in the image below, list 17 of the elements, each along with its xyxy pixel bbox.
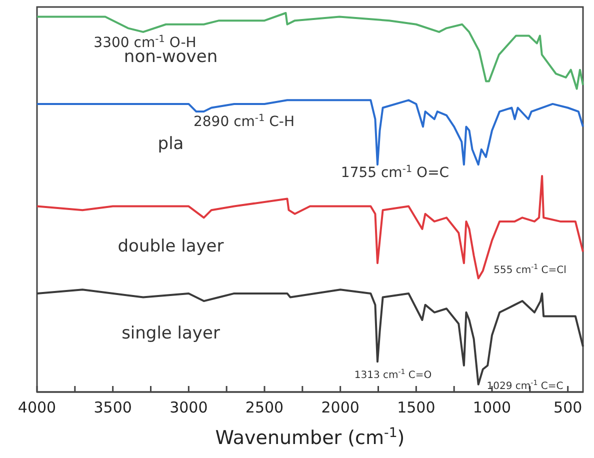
x-tick-label: 3000 xyxy=(170,398,208,417)
annotation: 1313 cm$^{-1}$ C=O xyxy=(354,368,432,381)
x-tick-label: 1000 xyxy=(472,398,512,417)
x-tick-label: 2500 xyxy=(245,398,284,417)
annotation: 1029 cm$^{-1}$ C=C xyxy=(486,379,564,392)
series-label: double layer xyxy=(118,236,224,256)
annotation: 2890 cm$^{-1}$ C-H xyxy=(193,112,295,130)
x-tick-label: 4000 xyxy=(18,398,56,417)
series-label: pla xyxy=(158,134,184,154)
x-tick-label: 2000 xyxy=(321,398,360,417)
x-tick-label: 1500 xyxy=(397,398,436,417)
x-tick-label: 3500 xyxy=(94,398,132,417)
annotation: 1755 cm$^{-1}$ O=C xyxy=(340,164,450,181)
series-label: single layer xyxy=(122,323,220,344)
x-tick-label: 500 xyxy=(554,398,582,417)
x-axis-title: Wavenumber (cm$^{-1}$) xyxy=(215,426,405,449)
annotation: 555 cm$^{-1}$ C=Cl xyxy=(494,263,566,276)
